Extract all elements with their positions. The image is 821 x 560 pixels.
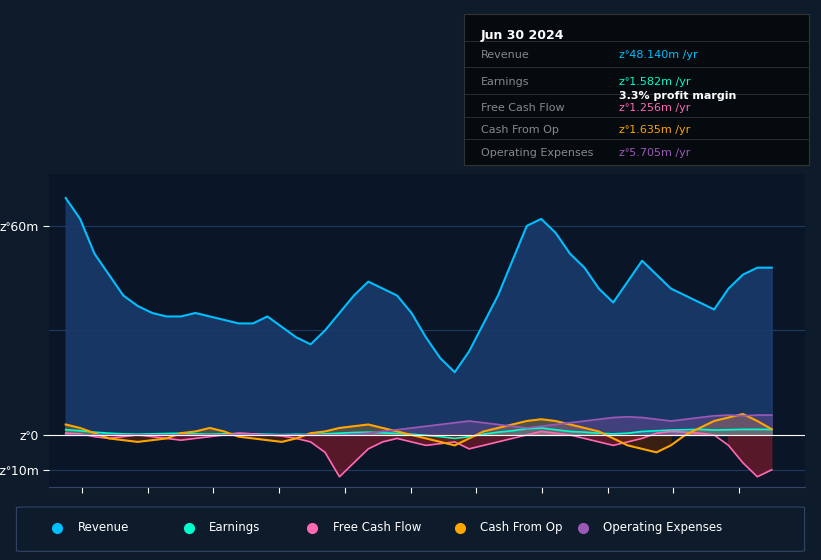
Text: Operating Expenses: Operating Expenses: [603, 521, 722, 534]
Text: zᐤ1.256m /yr: zᐤ1.256m /yr: [619, 102, 690, 113]
Text: Cash From Op: Cash From Op: [480, 521, 562, 534]
Text: Revenue: Revenue: [78, 521, 130, 534]
Text: Earnings: Earnings: [481, 77, 530, 87]
Text: zᐤ48.140m /yr: zᐤ48.140m /yr: [619, 50, 698, 60]
Text: 3.3% profit margin: 3.3% profit margin: [619, 91, 736, 101]
Text: Revenue: Revenue: [481, 50, 530, 60]
Text: zᐤ1.635m /yr: zᐤ1.635m /yr: [619, 125, 690, 136]
Text: Operating Expenses: Operating Expenses: [481, 148, 594, 158]
Text: zᐤ1.582m /yr: zᐤ1.582m /yr: [619, 77, 690, 87]
Text: Free Cash Flow: Free Cash Flow: [481, 102, 565, 113]
Text: Jun 30 2024: Jun 30 2024: [481, 29, 565, 42]
Text: Earnings: Earnings: [209, 521, 261, 534]
Text: zᐤ5.705m /yr: zᐤ5.705m /yr: [619, 148, 690, 158]
Text: Free Cash Flow: Free Cash Flow: [333, 521, 421, 534]
Text: Cash From Op: Cash From Op: [481, 125, 559, 136]
